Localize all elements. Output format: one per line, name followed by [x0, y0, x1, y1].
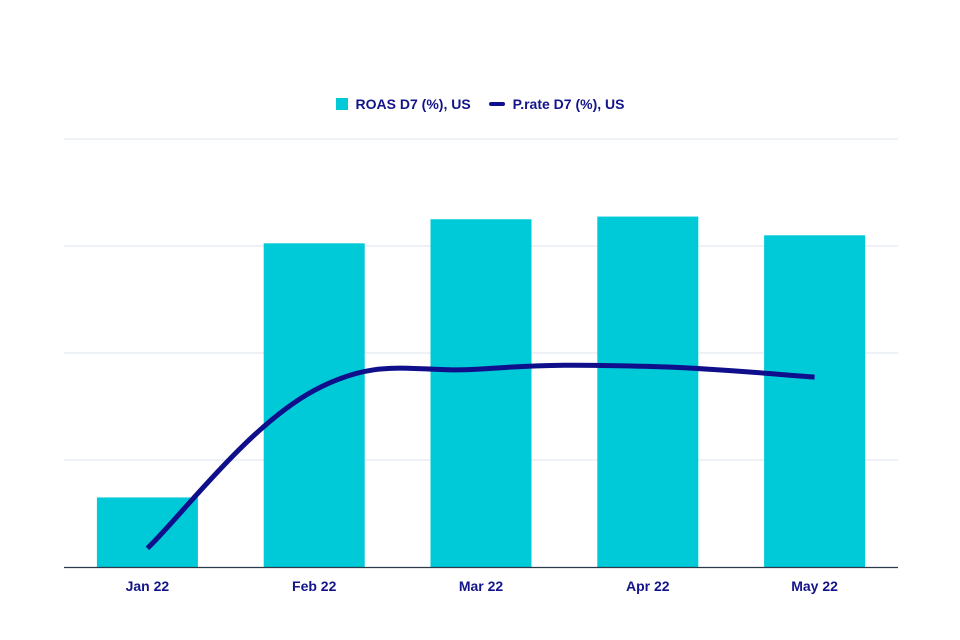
- legend: ROAS D7 (%), US P.rate D7 (%), US: [0, 96, 960, 112]
- legend-item-roas[interactable]: ROAS D7 (%), US: [335, 96, 471, 112]
- legend-item-prate[interactable]: P.rate D7 (%), US: [488, 96, 625, 112]
- legend-label-prate: P.rate D7 (%), US: [512, 96, 625, 112]
- legend-label-roas: ROAS D7 (%), US: [355, 96, 471, 112]
- x-tick-label: Jan 22: [126, 578, 170, 594]
- bar-apr-22: [597, 216, 699, 567]
- x-tick-label: Feb 22: [292, 578, 337, 594]
- x-tick-label: May 22: [791, 578, 838, 594]
- legend-swatch-prate: [488, 102, 505, 106]
- bar-may-22: [764, 235, 866, 568]
- bar-mar-22: [430, 219, 532, 567]
- x-tick-label: Mar 22: [459, 578, 504, 594]
- legend-swatch-roas: [335, 98, 348, 110]
- x-tick-label: Apr 22: [626, 578, 670, 594]
- line-prate: [145, 362, 815, 551]
- bar-feb-22: [263, 243, 365, 567]
